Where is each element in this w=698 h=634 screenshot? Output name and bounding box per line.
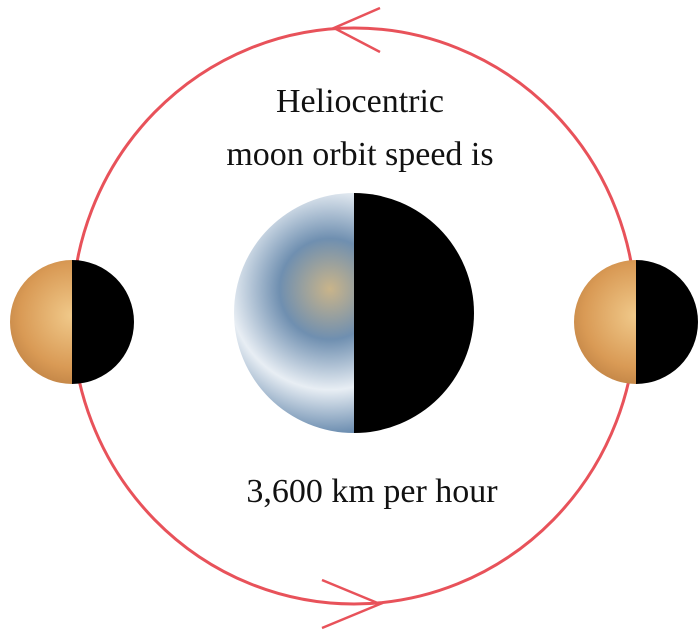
title-line1: Heliocentric xyxy=(276,83,444,120)
moon-right xyxy=(574,260,698,384)
speed-label: 3,600 km per hour xyxy=(246,473,498,510)
orbit-diagram: Heliocentric moon orbit speed is 3,600 k… xyxy=(0,0,698,634)
moon-left xyxy=(10,260,134,384)
title-line2: moon orbit speed is xyxy=(226,136,493,173)
earth xyxy=(234,193,474,433)
